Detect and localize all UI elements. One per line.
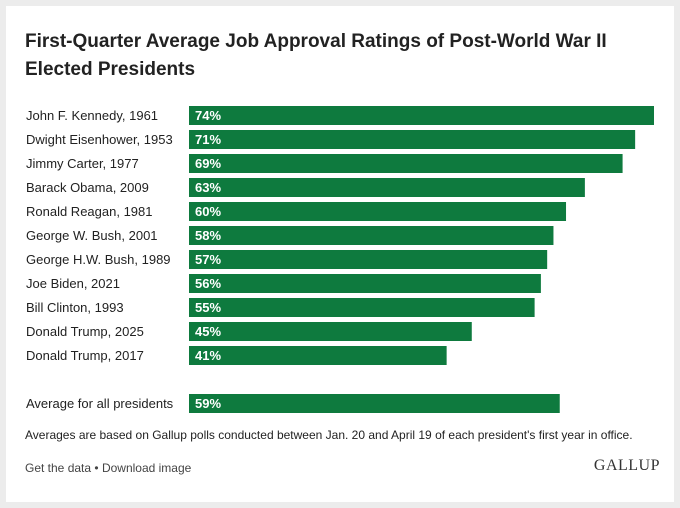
bar-bar	[189, 298, 535, 317]
average-category-label: Average for all presidents	[26, 396, 174, 411]
chart-note: Averages are based on Gallup polls condu…	[25, 428, 633, 442]
bar-category-label: Barack Obama, 2009	[26, 180, 149, 195]
bar-category-label: John F. Kennedy, 1961	[26, 108, 158, 123]
bar-bar	[189, 226, 554, 245]
bar-row: George W. Bush, 2001 58%	[26, 226, 554, 245]
bar-bar	[189, 154, 623, 173]
bar-category-label: George W. Bush, 2001	[26, 228, 158, 243]
bar-category-label: Jimmy Carter, 1977	[26, 156, 139, 171]
bar-category-label: Donald Trump, 2025	[26, 324, 144, 339]
footer-separator: •	[94, 461, 99, 475]
bar-bar	[189, 322, 472, 341]
bar-bar	[189, 202, 567, 221]
bar-value-label: 63%	[195, 180, 221, 195]
chart-title: First-Quarter Average Job Approval Ratin…	[25, 31, 607, 80]
get-data-link[interactable]: Get the data	[25, 461, 92, 475]
bar-row: Donald Trump, 2017 41%	[26, 346, 447, 365]
bar-value-label: 74%	[195, 108, 221, 123]
bar-value-label: 45%	[195, 324, 221, 339]
footer-links: Get the data • Download image	[25, 461, 191, 475]
bar-chart: John F. Kennedy, 1961 74% Dwight Eisenhowe…	[26, 106, 654, 413]
bar-row: Joe Biden, 2021 56%	[26, 274, 541, 293]
bar-category-label: Donald Trump, 2017	[26, 348, 144, 363]
bar-value-label: 69%	[195, 156, 221, 171]
bar-value-label: 71%	[195, 132, 221, 147]
bar-bar	[189, 274, 541, 293]
bar-bar	[189, 130, 636, 149]
bar-category-label: Ronald Reagan, 1981	[26, 204, 153, 219]
chart-card: First-Quarter Average Job Approval Ratin…	[6, 6, 674, 502]
gallup-logo: GALLUP	[593, 457, 660, 474]
bar-row: John F. Kennedy, 1961 74%	[26, 106, 654, 125]
bar-value-label: 55%	[195, 300, 221, 315]
bar-bar	[189, 346, 447, 365]
bar-value-label: 60%	[195, 204, 221, 219]
bar-row: George H.W. Bush, 1989 57%	[26, 250, 548, 269]
bar-row: Ronald Reagan, 1981 60%	[26, 202, 567, 221]
bar-category-label: Joe Biden, 2021	[26, 276, 120, 291]
bar-category-label: Bill Clinton, 1993	[26, 300, 124, 315]
bar-row: Barack Obama, 2009 63%	[26, 178, 585, 197]
bar-value-label: 58%	[195, 228, 221, 243]
bar-row: Bill Clinton, 1993 55%	[26, 298, 535, 317]
average-bar	[189, 394, 560, 413]
bar-bar	[189, 250, 548, 269]
download-image-link[interactable]: Download image	[101, 461, 192, 475]
average-value-label: 59%	[195, 396, 221, 411]
bar-value-label: 41%	[195, 348, 221, 363]
bar-category-label: George H.W. Bush, 1989	[26, 252, 171, 267]
bar-row: Donald Trump, 2025 45%	[26, 322, 472, 341]
bar-row: Jimmy Carter, 1977 69%	[26, 154, 623, 173]
bar-bar	[189, 106, 654, 125]
bar-bar	[189, 178, 585, 197]
bar-category-label: Dwight Eisenhower, 1953	[26, 132, 173, 147]
bar-value-label: 56%	[195, 276, 221, 291]
average-row: Average for all presidents 59%	[26, 394, 560, 413]
bar-value-label: 57%	[195, 252, 221, 267]
bar-row: Dwight Eisenhower, 1953 71%	[26, 130, 636, 149]
